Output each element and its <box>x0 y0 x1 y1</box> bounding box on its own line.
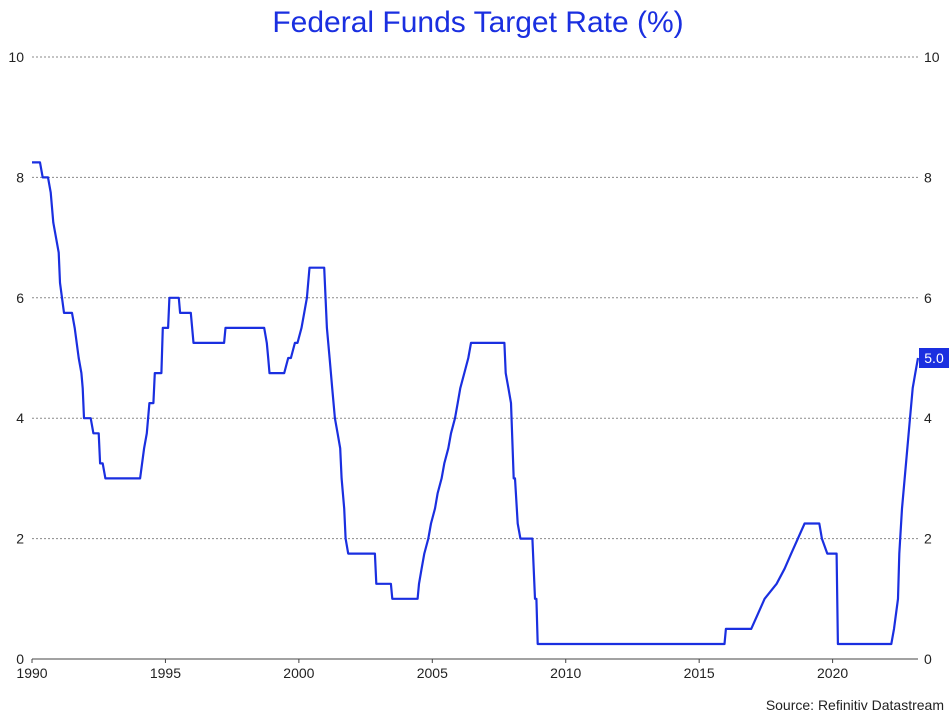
y-tick-label-right: 10 <box>924 49 940 65</box>
y-tick-label-right: 8 <box>924 169 932 185</box>
y-tick-label-left: 2 <box>16 531 24 547</box>
last-value-badge: 5.0 <box>919 348 949 368</box>
x-tick-label: 2005 <box>417 665 448 681</box>
x-tick-label: 1990 <box>16 665 47 681</box>
x-tick-label: 2010 <box>550 665 581 681</box>
x-tick-label: 1995 <box>150 665 181 681</box>
y-axis-tick-labels: 0 0 2 2 4 4 6 6 8 8 10 10 <box>8 49 939 667</box>
source-note: Source: Refinitiv Datastream <box>766 697 944 713</box>
y-tick-label-left: 10 <box>8 49 24 65</box>
y-tick-label-left: 0 <box>16 651 24 667</box>
y-tick-label-left: 6 <box>16 290 24 306</box>
y-tick-label-left: 8 <box>16 169 24 185</box>
last-value-label: 5.0 <box>924 350 944 366</box>
x-axis-tick-labels: 1990 1995 2000 2005 2010 2015 2020 <box>16 659 848 681</box>
y-tick-label-right: 6 <box>924 290 932 306</box>
x-tick-label: 2000 <box>283 665 314 681</box>
y-tick-label-right: 4 <box>924 410 932 426</box>
gridlines <box>32 56 918 540</box>
series-line <box>32 161 920 646</box>
chart-title: Federal Funds Target Rate (%) <box>272 6 683 39</box>
x-tick-label: 2020 <box>817 665 848 681</box>
y-tick-label-right: 2 <box>924 531 932 547</box>
y-tick-label-left: 4 <box>16 410 24 426</box>
x-tick-label: 2015 <box>684 665 715 681</box>
last-value-badge-box <box>919 348 949 368</box>
y-tick-label-right: 0 <box>924 651 932 667</box>
